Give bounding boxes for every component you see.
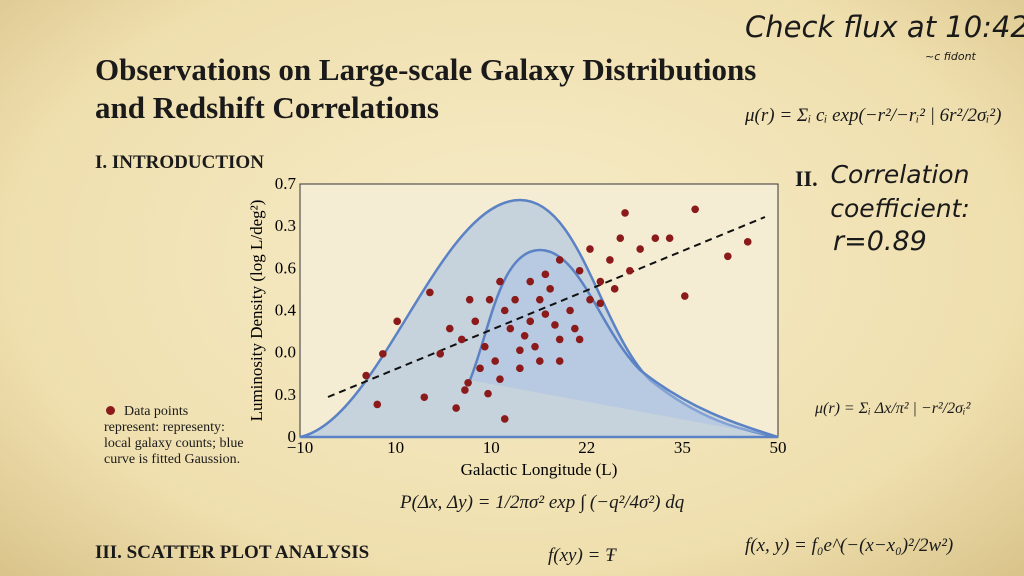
handwritten-note: Check flux at 10:42: [745, 10, 1024, 44]
legend-note: Data points represent: representy: local…: [104, 404, 244, 467]
data-point: [481, 342, 489, 351]
x-tick-label: 10: [483, 438, 500, 457]
section-heading: II.: [795, 166, 818, 191]
formula: f(xy) = Ŧ: [548, 545, 616, 566]
data-point: [621, 209, 629, 217]
formula: μ(r) = Σᵢ Δx/π² | −r²/2σᵢ²: [815, 400, 971, 417]
data-point: [571, 324, 579, 333]
data-point: [586, 295, 594, 304]
y-tick-label: 0.0: [275, 343, 296, 362]
data-point: [596, 277, 605, 286]
data-point: [665, 234, 674, 243]
x-tick-label: 50: [770, 438, 787, 457]
data-point: [566, 306, 574, 315]
data-point: [362, 371, 370, 380]
data-point: [546, 285, 554, 293]
data-point: [535, 357, 544, 365]
section-heading: I. INTRODUCTION: [95, 152, 264, 173]
data-point: [575, 266, 584, 275]
x-tick-label: 35: [674, 438, 691, 457]
data-point: [516, 346, 524, 355]
data-point: [516, 364, 524, 373]
handwritten-note: ~c fidont: [925, 50, 976, 63]
data-point: [575, 335, 584, 344]
y-tick-label: 0.6: [275, 258, 296, 277]
data-point: [555, 357, 564, 365]
handwritten-note: r=0.89: [833, 226, 927, 257]
data-point: [373, 400, 382, 409]
y-tick-label: 0.4: [275, 301, 297, 320]
data-point: [461, 386, 469, 394]
data-point: [426, 288, 434, 297]
data-point: [724, 252, 732, 261]
data-point: [496, 375, 504, 383]
data-point: [484, 389, 492, 398]
data-point: [526, 277, 535, 286]
data-point: [457, 335, 466, 344]
data-point: [610, 285, 619, 293]
data-point: [476, 364, 484, 373]
legend-marker: [106, 406, 115, 415]
y-tick-label: 0.3: [275, 385, 296, 404]
formula: μ(r) = Σᵢ cᵢ exp(−r²/−rᵢ² | 6r²/2σᵢ²): [745, 105, 1002, 126]
trend-line: [327, 216, 766, 398]
data-point: [464, 378, 472, 387]
y-tick-label: 0.7: [275, 174, 297, 193]
data-point: [636, 245, 644, 253]
data-point: [680, 292, 689, 300]
y-tick-label: 0: [288, 427, 297, 446]
data-point: [491, 357, 499, 365]
data-point: [500, 415, 509, 423]
data-point: [555, 335, 564, 344]
data-point: [452, 404, 460, 412]
data-point: [526, 317, 535, 326]
title: and Redshift Correlations: [95, 90, 439, 125]
data-point: [596, 299, 605, 308]
data-point: [506, 324, 515, 333]
data-point: [541, 310, 550, 318]
data-point: [511, 295, 519, 304]
x-axis-label: Galactic Longitude (L): [461, 460, 618, 479]
x-tick-label: 10: [387, 438, 404, 457]
title: Observations on Large-scale Galaxy Distr…: [95, 52, 757, 87]
data-point: [691, 205, 699, 214]
data-point: [616, 234, 625, 243]
x-tick-label: −10: [287, 438, 314, 457]
data-point: [496, 277, 504, 286]
x-tick-label: 22: [578, 438, 595, 457]
data-point: [551, 321, 559, 329]
data-point: [541, 270, 550, 279]
data-point: [465, 295, 474, 304]
data-point: [606, 256, 614, 264]
handwritten-note: Correlation coefficient:: [830, 160, 970, 223]
data-point: [520, 332, 529, 340]
data-point: [485, 295, 494, 304]
data-point: [436, 350, 445, 358]
data-point: [651, 234, 660, 243]
formula: P(Δx, Δy) = 1/2πσ² exp ∫ (−q²/4σ²) dq: [400, 492, 685, 513]
data-point: [500, 306, 509, 315]
section-heading: III. SCATTER PLOT ANALYSIS: [95, 542, 370, 563]
data-point: [531, 342, 539, 351]
data-point: [586, 245, 594, 253]
data-point: [393, 317, 401, 326]
data-point: [626, 266, 634, 275]
data-point: [420, 393, 429, 402]
formula: f(x, y) = f₀e^(−(x−x₀)²/2w²): [745, 535, 954, 556]
data-point: [471, 317, 480, 326]
data-point: [555, 256, 564, 264]
y-axis-label: Luminosity Density (log L/deg²): [247, 200, 266, 422]
y-tick-label: 0.3: [275, 216, 296, 235]
data-point: [379, 350, 387, 358]
data-point: [445, 324, 454, 333]
data-point: [535, 295, 544, 304]
data-point: [743, 238, 752, 246]
